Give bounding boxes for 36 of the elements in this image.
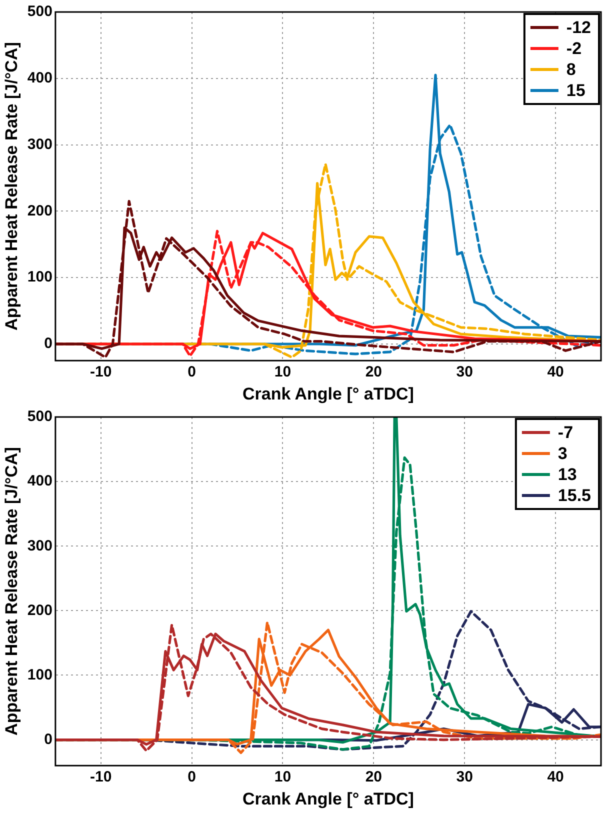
y-tick-label: 400 [27,70,52,87]
legend-label: 13 [558,465,577,484]
y-tick-label: 500 [27,408,52,426]
y-tick-label: 200 [27,602,52,619]
legend-label: 15 [566,81,586,100]
y-tick-label: 500 [27,3,52,20]
x-axis-title: Crank Angle [° aTDC] [242,384,414,404]
x-tick-label: -10 [90,364,112,381]
x-tick-label: -10 [90,768,112,786]
y-axis-title: Apparent Heat Release Rate [J/°CA] [2,447,21,736]
x-tick-label: 20 [365,768,382,786]
y-tick-label: 0 [44,730,52,748]
y-tick-label: 300 [27,136,52,153]
legend-label: 15.5 [558,486,592,506]
x-tick-label: 30 [456,768,473,786]
y-tick-label: 300 [27,537,52,554]
x-axis-title: Crank Angle [° aTDC] [242,789,414,808]
x-tick-label: 0 [188,768,196,786]
legend-label: -12 [566,18,592,38]
y-tick-label: 100 [27,666,52,684]
y-tick-label: 100 [27,268,52,286]
y-tick-label: 0 [44,335,52,352]
legend-label: 3 [558,444,568,464]
y-tick-label: 400 [27,472,52,490]
x-tick-label: 10 [274,364,292,381]
legend-label: -2 [566,39,582,58]
y-axis-title: Apparent Heat Release Rate [J/°CA] [2,42,21,330]
legend-label: 8 [566,60,576,80]
x-tick-label: 30 [456,364,473,381]
legend-label: -7 [558,423,574,442]
x-tick-label: 40 [547,364,564,381]
x-tick-label: 0 [188,364,196,381]
x-tick-label: 40 [547,768,564,786]
x-tick-label: 10 [274,768,292,786]
x-tick-label: 20 [365,364,382,381]
y-tick-label: 200 [27,202,52,220]
